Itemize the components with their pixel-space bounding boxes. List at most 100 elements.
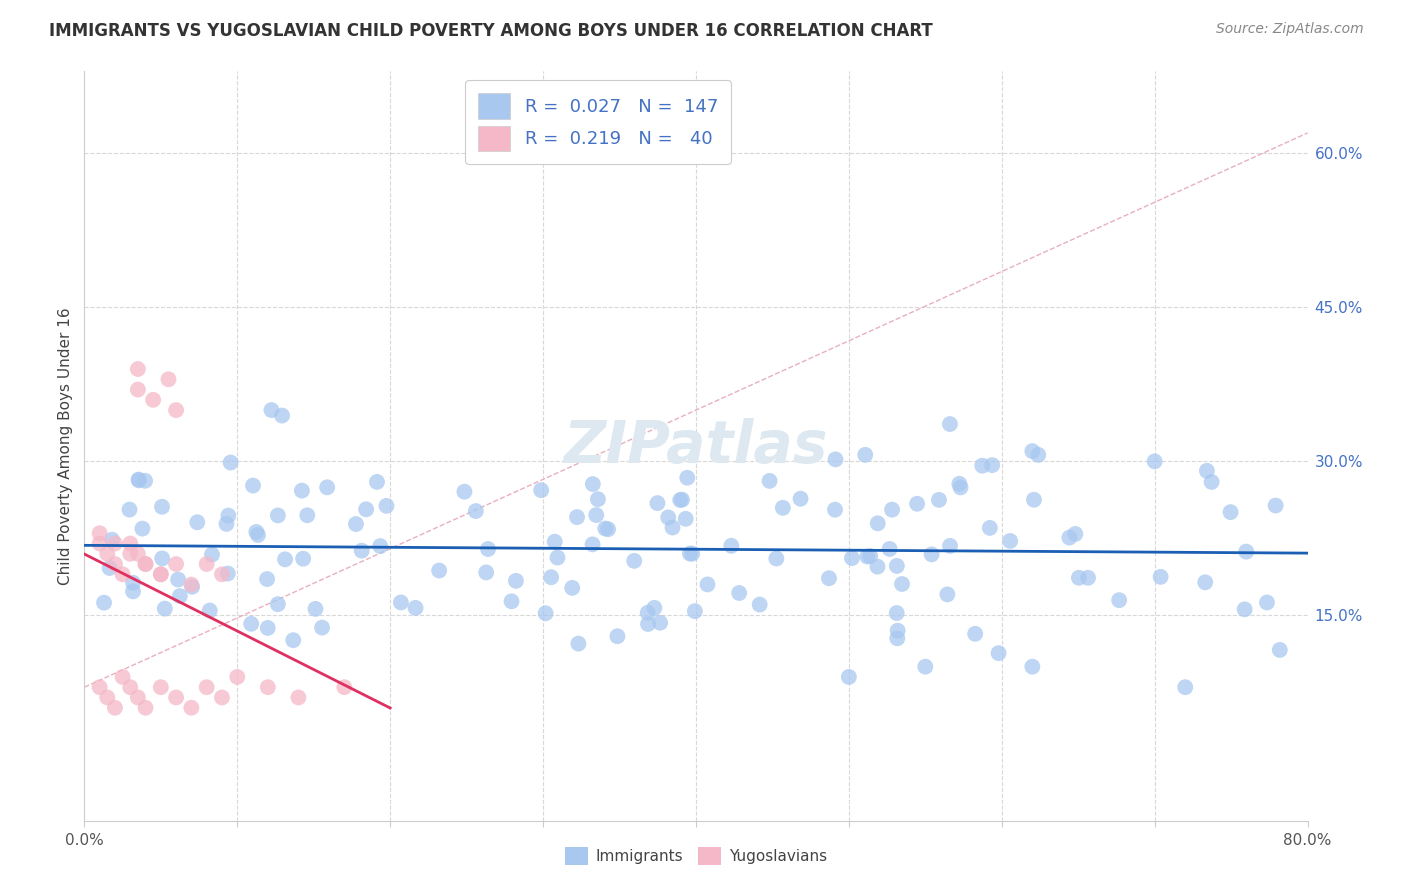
Point xyxy=(534,607,557,621)
Point xyxy=(219,456,242,470)
Point xyxy=(150,500,173,514)
Point xyxy=(586,492,609,507)
Point xyxy=(366,475,388,489)
Point xyxy=(389,595,412,609)
Point xyxy=(637,606,659,620)
Point xyxy=(211,690,233,705)
Point xyxy=(89,680,111,694)
Point xyxy=(914,659,936,673)
Point xyxy=(585,508,607,522)
Point xyxy=(886,606,908,620)
Point xyxy=(128,473,150,487)
Point xyxy=(89,526,111,541)
Point xyxy=(987,646,1010,660)
Point xyxy=(1194,575,1216,590)
Point xyxy=(89,536,111,550)
Point xyxy=(128,473,150,487)
Point xyxy=(350,543,373,558)
Point xyxy=(180,700,202,714)
Point xyxy=(669,493,692,508)
Point xyxy=(949,480,972,494)
Point xyxy=(211,567,233,582)
Point xyxy=(1201,475,1223,489)
Point xyxy=(758,474,780,488)
Point xyxy=(683,604,706,618)
Point xyxy=(606,629,628,643)
Point xyxy=(1149,570,1171,584)
Point xyxy=(135,557,157,571)
Point xyxy=(1264,499,1286,513)
Point xyxy=(921,547,943,561)
Point xyxy=(120,547,142,561)
Point xyxy=(195,680,218,694)
Point xyxy=(679,547,702,561)
Point xyxy=(647,496,669,510)
Text: IMMIGRANTS VS YUGOSLAVIAN CHILD POVERTY AMONG BOYS UNDER 16 CORRELATION CHART: IMMIGRANTS VS YUGOSLAVIAN CHILD POVERTY … xyxy=(49,22,934,40)
Point xyxy=(936,587,959,601)
Point xyxy=(1021,659,1043,673)
Point xyxy=(979,521,1001,535)
Point xyxy=(104,536,127,550)
Point xyxy=(122,584,145,599)
Point xyxy=(1059,531,1081,545)
Point xyxy=(891,577,914,591)
Point xyxy=(838,670,860,684)
Point xyxy=(267,597,290,611)
Point xyxy=(886,632,908,646)
Point xyxy=(153,601,176,615)
Point xyxy=(637,617,659,632)
Point xyxy=(283,633,305,648)
Point xyxy=(180,577,202,591)
Point xyxy=(1064,527,1087,541)
Point xyxy=(772,500,794,515)
Point xyxy=(1268,643,1291,657)
Point xyxy=(643,600,665,615)
Point xyxy=(150,551,173,566)
Point xyxy=(593,522,616,536)
Point xyxy=(257,680,280,694)
Point xyxy=(256,621,278,635)
Point xyxy=(111,567,134,582)
Point xyxy=(1219,505,1241,519)
Point xyxy=(260,403,283,417)
Point xyxy=(181,580,204,594)
Point xyxy=(650,615,672,630)
Point xyxy=(1233,602,1256,616)
Point xyxy=(134,474,156,488)
Point xyxy=(1022,492,1045,507)
Point xyxy=(375,499,398,513)
Point xyxy=(226,670,249,684)
Point xyxy=(167,573,190,587)
Point xyxy=(333,680,356,694)
Point xyxy=(1143,454,1166,468)
Point xyxy=(292,551,315,566)
Point xyxy=(681,547,703,561)
Point xyxy=(135,700,157,714)
Point xyxy=(104,700,127,714)
Point xyxy=(581,537,603,551)
Point xyxy=(880,502,903,516)
Point xyxy=(165,403,187,417)
Point xyxy=(198,603,221,617)
Point xyxy=(671,492,693,507)
Point xyxy=(1234,544,1257,558)
Point xyxy=(267,508,290,523)
Point xyxy=(540,570,562,584)
Point xyxy=(120,680,142,694)
Point xyxy=(866,559,889,574)
Point xyxy=(567,637,589,651)
Point xyxy=(215,516,238,531)
Point xyxy=(165,557,187,571)
Point xyxy=(98,561,121,575)
Point xyxy=(696,577,718,591)
Point xyxy=(405,600,427,615)
Point xyxy=(256,572,278,586)
Point xyxy=(368,539,391,553)
Point xyxy=(928,492,950,507)
Point xyxy=(157,372,180,386)
Point xyxy=(131,522,153,536)
Point xyxy=(149,680,172,694)
Point xyxy=(1021,444,1043,458)
Point xyxy=(477,542,499,557)
Point xyxy=(304,602,326,616)
